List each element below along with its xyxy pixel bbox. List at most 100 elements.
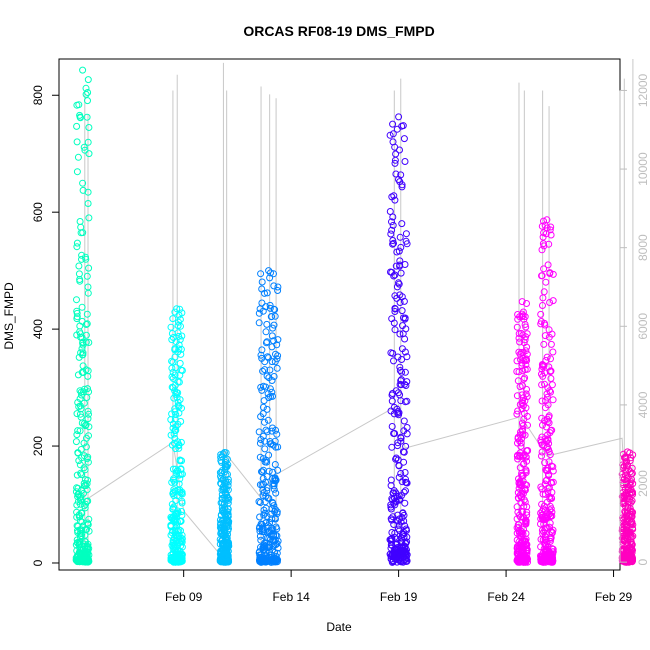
data-point	[171, 543, 179, 550]
data-point	[271, 558, 279, 566]
data-point	[73, 168, 81, 176]
data-point	[173, 522, 180, 530]
data-point	[258, 468, 265, 476]
data-point	[219, 557, 227, 565]
data-point	[541, 321, 549, 329]
data-point	[393, 125, 401, 133]
data-point	[80, 489, 88, 497]
data-point	[537, 436, 545, 444]
data-point	[514, 407, 522, 415]
data-point	[391, 271, 399, 279]
data-point	[265, 494, 273, 502]
data-point	[79, 179, 87, 187]
y2-tick-label: 4000	[636, 391, 650, 418]
data-point	[266, 366, 274, 374]
data-point	[539, 515, 546, 523]
data-point	[548, 381, 556, 389]
data-point	[217, 480, 225, 488]
data-point	[169, 368, 177, 376]
data-point	[515, 494, 523, 502]
data-point	[263, 289, 271, 297]
data-point	[175, 444, 183, 452]
data-point	[167, 323, 175, 331]
data-point	[517, 538, 525, 546]
x-axis-label: Date	[326, 620, 352, 634]
data-point	[392, 150, 400, 158]
data-point	[542, 524, 550, 532]
data-point	[257, 436, 265, 443]
data-point	[171, 408, 179, 416]
data-point	[256, 499, 264, 506]
data-point	[402, 442, 410, 450]
data-point	[391, 156, 399, 164]
data-point	[623, 509, 631, 517]
data-point	[258, 346, 266, 354]
data-point	[398, 554, 406, 562]
data-point	[169, 358, 177, 366]
data-point	[522, 361, 530, 369]
data-point	[73, 331, 81, 339]
data-point	[82, 84, 90, 92]
data-point	[523, 508, 531, 516]
data-point	[77, 469, 85, 477]
data-point	[177, 542, 185, 550]
data-point	[522, 530, 530, 537]
data-point	[76, 500, 84, 508]
data-point	[78, 303, 86, 311]
data-point	[268, 388, 276, 396]
data-point	[387, 555, 395, 563]
data-point	[84, 76, 92, 84]
data-point	[169, 527, 177, 535]
data-point	[398, 492, 405, 500]
data-point	[219, 506, 227, 514]
data-point	[272, 489, 280, 497]
data-point	[522, 467, 530, 475]
data-point	[541, 507, 549, 514]
data-point	[548, 488, 556, 496]
data-point-max	[173, 305, 181, 313]
data-point	[218, 517, 226, 525]
data-point	[397, 434, 405, 442]
data-point	[519, 530, 527, 538]
data-point	[73, 138, 81, 146]
data-point	[169, 505, 177, 513]
data-point	[403, 353, 411, 361]
data-point	[75, 457, 83, 465]
data-point	[171, 381, 179, 389]
data-point	[515, 330, 523, 338]
data-point	[518, 405, 526, 413]
data-point	[520, 415, 528, 423]
y-axis-label: DMS_FMPD	[2, 282, 16, 350]
data-point	[255, 309, 263, 317]
data-point	[542, 278, 550, 286]
data-point	[387, 476, 395, 484]
data-point	[547, 535, 555, 543]
data-point	[268, 332, 276, 340]
data-point	[256, 532, 264, 540]
data-point	[82, 482, 90, 490]
data-point	[76, 461, 84, 469]
data-point	[392, 262, 400, 270]
data-point	[517, 442, 525, 450]
data-point	[224, 478, 232, 486]
data-point	[543, 393, 551, 401]
data-point	[401, 261, 409, 268]
data-point	[400, 427, 408, 435]
data-point	[78, 345, 86, 353]
data-point	[170, 430, 178, 438]
data-point	[168, 373, 176, 381]
data-point	[76, 395, 84, 403]
data-point	[263, 487, 271, 495]
data-point	[175, 332, 183, 340]
data-point	[544, 445, 552, 453]
data-point	[624, 504, 632, 512]
data-point	[622, 524, 630, 531]
data-point	[274, 287, 282, 294]
data-point	[273, 556, 281, 564]
data-point	[168, 330, 176, 337]
data-point	[396, 299, 404, 306]
data-point	[401, 348, 409, 356]
x-tick-label: Feb 19	[380, 590, 418, 604]
data-point	[399, 509, 407, 517]
